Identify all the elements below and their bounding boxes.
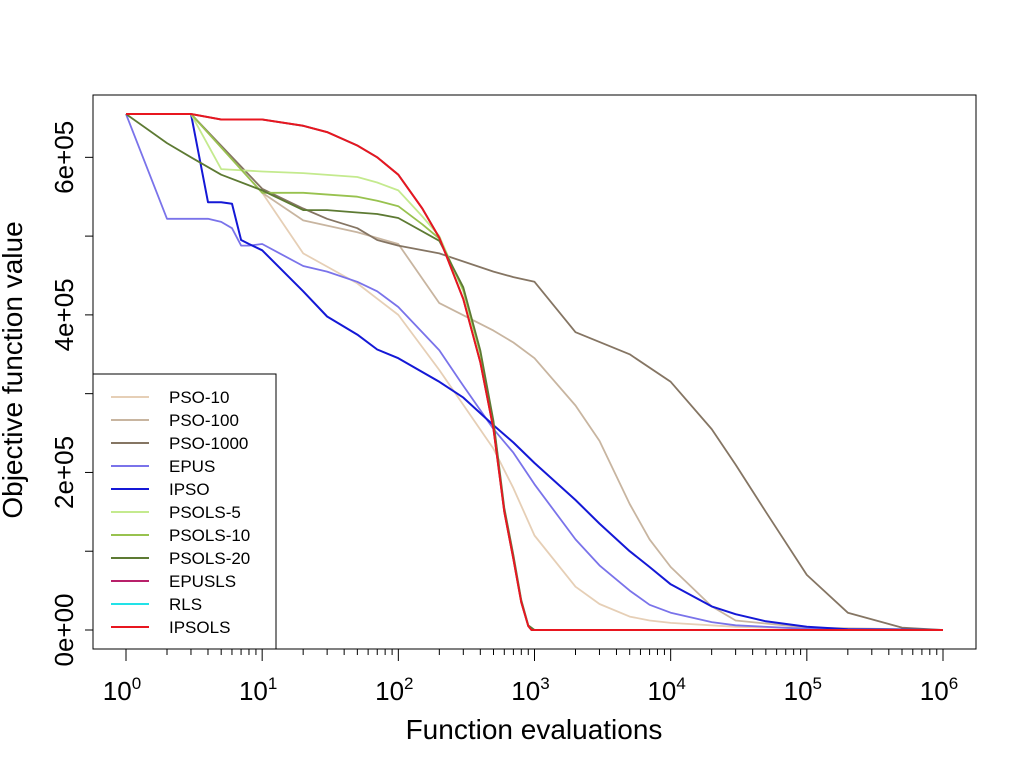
x-tick-label: 106 [920, 674, 958, 706]
y-tick-label: 0e+00 [49, 593, 79, 666]
x-tick-exponent: 1 [268, 674, 277, 693]
legend-label: PSO-10 [169, 388, 229, 407]
y-axis-title: Objective function value [0, 221, 28, 518]
series-line-pso-1000 [126, 113, 944, 631]
legend-label: IPSOLS [169, 618, 230, 637]
legend-label: EPUSLS [169, 572, 236, 591]
x-tick-label: 100 [103, 674, 141, 706]
legend: PSO-10 PSO-100 PSO-1000 EPUS IPSO PSOLS-5 PSOL… [92, 373, 277, 650]
x-tick-exponent: 2 [404, 674, 413, 693]
legend-label: IPSO [169, 480, 210, 499]
x-axis-title: Function evaluations [406, 714, 663, 745]
x-tick-label: 103 [511, 674, 549, 706]
y-axis: 0e+00 2e+05 4e+05 6e+05 [49, 121, 93, 667]
x-tick-base: 10 [239, 676, 268, 706]
legend-label: PSO-100 [169, 411, 239, 430]
legend-label: PSOLS-5 [169, 503, 241, 522]
x-tick-exponent: 3 [540, 674, 549, 693]
legend-label: PSOLS-20 [169, 549, 250, 568]
x-tick-label: 102 [375, 674, 413, 706]
legend-label: PSO-1000 [169, 434, 248, 453]
x-tick-exponent: 0 [132, 674, 141, 693]
y-tick-label: 4e+05 [49, 278, 79, 351]
x-tick-exponent: 4 [676, 674, 685, 693]
legend-label: EPUS [169, 457, 215, 476]
x-tick-base: 10 [103, 676, 132, 706]
x-tick-base: 10 [511, 676, 540, 706]
x-tick-label: 104 [647, 674, 685, 706]
series-line-ipsols [126, 113, 943, 631]
x-tick-exponent: 5 [813, 674, 822, 693]
x-tick-label: 105 [784, 674, 822, 706]
x-tick-base: 10 [784, 676, 813, 706]
series-line-pso-10 [126, 113, 944, 631]
series-layer [125, 113, 944, 631]
x-tick-exponent: 6 [949, 674, 958, 693]
x-tick-base: 10 [920, 676, 949, 706]
x-tick-base: 10 [647, 676, 676, 706]
series-line-epus [125, 113, 944, 631]
x-tick-label: 101 [239, 674, 277, 706]
legend-label: RLS [169, 595, 202, 614]
y-tick-label: 6e+05 [49, 121, 79, 194]
series-line-ipso [126, 113, 944, 631]
y-tick-label: 2e+05 [49, 436, 79, 509]
legend-label: PSOLS-10 [169, 526, 250, 545]
x-axis: 100 101 102 103 104 105 106 [103, 649, 958, 706]
x-tick-base: 10 [375, 676, 404, 706]
